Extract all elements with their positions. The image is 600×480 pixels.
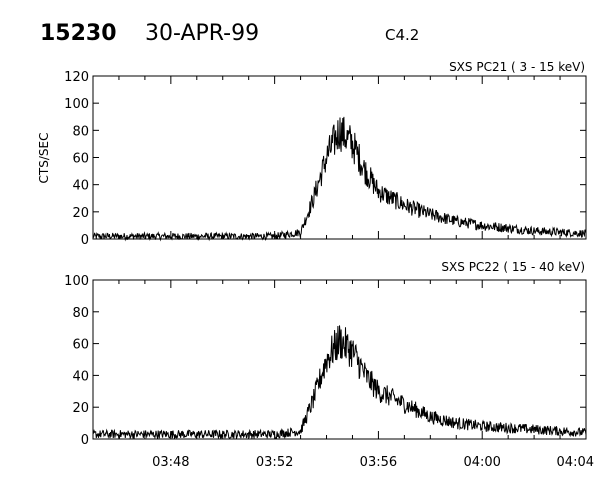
panel-pc22-ytick-label: 80: [72, 306, 89, 321]
panel-pc22-ytick-label: 20: [72, 401, 89, 416]
panel-pc22-ytick-label: 60: [72, 338, 89, 353]
panel-pc21-ytick-label: 80: [72, 124, 89, 139]
panel-pc22: SXS PC22 ( 15 - 40 keV) 0 20 40 60 80 100 03:4…: [64, 260, 594, 470]
panel-pc21-ylabel: CTS/SEC: [37, 133, 51, 184]
panel-pc22-ytick-label: 40: [72, 369, 89, 384]
panel-pc22-xtick-label: 03:48: [152, 455, 189, 470]
panel-pc22-xtick-label: 04:04: [557, 455, 594, 470]
flare-class: C4.2: [385, 26, 419, 44]
panel-pc22-xtick-label: 03:52: [256, 455, 293, 470]
panel-pc21-ytick-label: 0: [81, 233, 89, 248]
panel-pc21-axes: 0 20 40 60 80 100 120: [64, 70, 587, 248]
panel-pc21-ytick-label: 20: [72, 206, 89, 221]
panel-pc22-frame: [92, 279, 587, 440]
panel-pc21-series: [92, 116, 587, 242]
panel-pc21-title: SXS PC21 ( 3 - 15 keV): [449, 60, 585, 74]
panel-pc21-ytick-label: 40: [72, 179, 89, 194]
panel-pc21-data-point: [430, 214, 431, 215]
panel-pc22-ytick-label: 0: [81, 433, 89, 448]
panel-pc22-series-line: [92, 325, 587, 440]
panel-pc22-axes: 0 20 40 60 80 100 03:48 03:52 03:56 04:00 04:04: [64, 274, 594, 470]
event-date: 30-APR-99: [145, 21, 259, 46]
panel-pc22-data-point: [365, 375, 366, 376]
panel-pc21-ytick-label: 60: [72, 152, 89, 167]
panel-pc22-ytick-label: 100: [64, 274, 89, 289]
event-number: 15230: [40, 21, 117, 46]
panel-pc22-title: SXS PC22 ( 15 - 40 keV): [441, 260, 585, 274]
panel-pc21-series-line: [92, 116, 587, 242]
panel-pc21-ytick-label: 120: [64, 70, 89, 85]
panel-pc22-series: [92, 325, 587, 440]
panel-pc21-frame: [92, 75, 587, 240]
panel-pc21-ytick-label: 100: [64, 97, 89, 112]
panel-pc21: SXS PC21 ( 3 - 15 keV) CTS/SEC 0 20 40 60 80…: [37, 60, 587, 248]
panel-pc22-xtick-label: 04:00: [463, 455, 500, 470]
panel-pc22-xtick-label: 03:56: [360, 455, 397, 470]
